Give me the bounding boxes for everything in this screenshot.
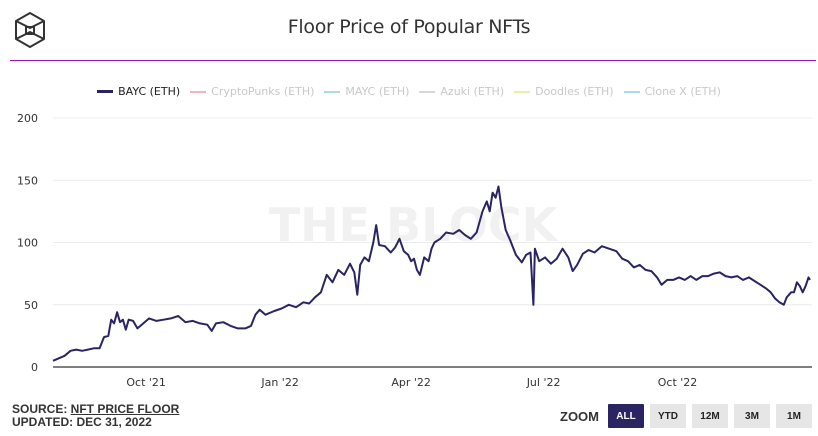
legend-label: Clone X (ETH) xyxy=(644,85,721,98)
legend-label: Doodles (ETH) xyxy=(535,85,614,98)
source-prefix: SOURCE: xyxy=(12,402,71,416)
legend-item[interactable]: MAYC (ETH) xyxy=(324,85,409,98)
legend-item[interactable]: CryptoPunks (ETH) xyxy=(190,85,314,98)
y-tick-label: 200 xyxy=(17,112,38,125)
source-footer: SOURCE: NFT PRICE FLOOR UPDATED: DEC 31,… xyxy=(12,403,179,429)
source-link[interactable]: NFT PRICE FLOOR xyxy=(70,402,180,416)
legend-swatch xyxy=(190,90,207,93)
y-tick-label: 150 xyxy=(17,174,38,187)
y-tick-label: 100 xyxy=(17,237,38,250)
legend-swatch xyxy=(97,90,114,93)
y-tick-label: 0 xyxy=(31,361,38,374)
legend-swatch xyxy=(419,90,436,93)
zoom-button-3m[interactable]: 3M xyxy=(734,404,770,428)
zoom-button-all[interactable]: ALL xyxy=(608,404,644,428)
title-divider xyxy=(10,60,816,61)
watermark: THE BLOCK xyxy=(269,198,560,252)
legend-swatch xyxy=(623,90,640,93)
legend-swatch xyxy=(514,90,531,93)
price-chart: THE BLOCK 0 50 100 150 200 Oct '21 Jan '22 Apr… xyxy=(17,112,812,389)
x-tick-label: Oct '22 xyxy=(658,376,698,389)
x-tick-label: Apr '22 xyxy=(391,376,431,389)
zoom-label: ZOOM xyxy=(560,408,599,424)
y-tick-label: 50 xyxy=(24,299,38,312)
chart-title: Floor Price of Popular NFTs xyxy=(287,16,531,38)
legend-item[interactable]: Clone X (ETH) xyxy=(623,85,721,98)
zoom-controls: ZOOM ALL YTD 12M 3M 1M xyxy=(560,404,812,428)
legend-swatch xyxy=(324,90,341,93)
legend-item[interactable]: Azuki (ETH) xyxy=(419,85,504,98)
updated-date: UPDATED: DEC 31, 2022 xyxy=(12,415,152,429)
the-block-logo-icon xyxy=(15,12,45,48)
legend-label: MAYC (ETH) xyxy=(345,85,410,98)
legend-label: Azuki (ETH) xyxy=(440,85,505,98)
legend-item[interactable]: BAYC (ETH) xyxy=(97,85,180,98)
x-tick-label: Jan '22 xyxy=(260,376,298,389)
legend-label: CryptoPunks (ETH) xyxy=(211,85,315,98)
zoom-button-ytd[interactable]: YTD xyxy=(650,404,686,428)
legend-item[interactable]: Doodles (ETH) xyxy=(514,85,614,98)
zoom-button-1m[interactable]: 1M xyxy=(776,404,812,428)
x-tick-label: Jul '22 xyxy=(526,376,561,389)
chart-legend: BAYC (ETH) CryptoPunks (ETH) MAYC (ETH) Azu… xyxy=(0,85,818,98)
series-line-bayc xyxy=(52,185,811,362)
legend-label: BAYC (ETH) xyxy=(118,85,181,98)
x-tick-label: Oct '21 xyxy=(126,376,166,389)
zoom-button-12m[interactable]: 12M xyxy=(692,404,728,428)
